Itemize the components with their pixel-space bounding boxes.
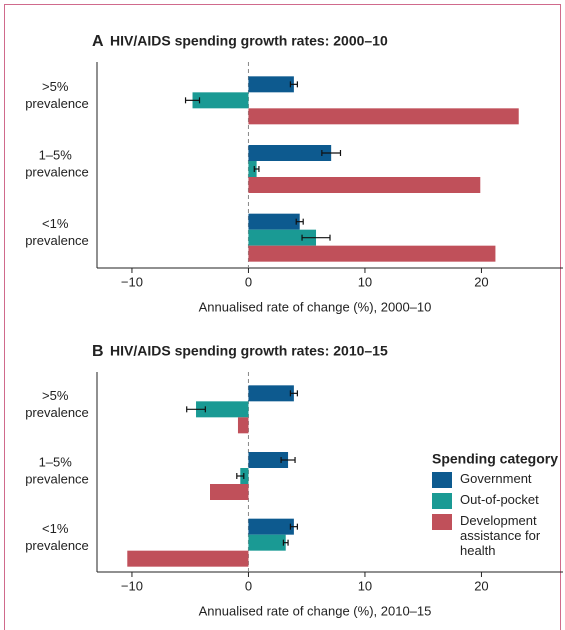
legend-label: Government — [460, 471, 532, 486]
error-bar — [295, 218, 304, 225]
bar — [127, 550, 249, 567]
legend-title: Spending category — [432, 451, 558, 467]
chart-title: HIV/AIDS spending growth rates: 2000–10 — [110, 33, 388, 49]
error-bar — [280, 457, 296, 463]
y-tick-label: <1% prevalence — [25, 217, 89, 249]
bar — [210, 484, 249, 500]
error-bar — [301, 234, 331, 241]
x-tick-label: 20 — [474, 274, 488, 289]
y-tick-label: 1–5% prevalence — [25, 148, 89, 180]
x-tick-label: 10 — [358, 578, 372, 593]
bar — [248, 518, 294, 535]
bar — [192, 92, 249, 109]
bar — [248, 145, 332, 161]
error-bar — [186, 406, 206, 413]
error-bar — [321, 150, 342, 156]
x-tick-label: −10 — [121, 578, 143, 593]
x-axis-label: Annualised rate of change (%), 2010–15 — [199, 603, 432, 618]
bar — [248, 177, 481, 193]
bar — [237, 417, 249, 434]
bar — [248, 385, 294, 402]
bar — [248, 229, 317, 246]
error-bar — [289, 523, 298, 530]
frame — [4, 4, 561, 630]
x-tick-label: 20 — [474, 578, 488, 593]
y-tick-label: <1% prevalence — [25, 522, 89, 554]
legend-swatch — [432, 493, 452, 509]
x-axis-label: Annualised rate of change (%), 2000–10 — [199, 299, 432, 314]
error-bar — [289, 390, 298, 397]
bar — [248, 452, 289, 468]
legend-label: Development assistance for health — [460, 513, 544, 558]
bar — [248, 213, 300, 230]
y-tick-label: 1–5% prevalence — [25, 455, 89, 487]
y-tick-label: >5% prevalence — [25, 388, 89, 420]
x-tick-label: 10 — [358, 274, 372, 289]
error-bar — [236, 473, 245, 479]
bar — [196, 401, 249, 418]
x-tick-label: 0 — [245, 274, 252, 289]
bar — [248, 108, 519, 125]
error-bar — [282, 539, 289, 546]
bar — [248, 534, 286, 551]
error-bar — [184, 97, 201, 104]
y-tick-label: >5% prevalence — [25, 79, 89, 111]
legend-swatch — [432, 514, 452, 530]
panel-label: B — [92, 343, 104, 360]
x-tick-label: 0 — [245, 578, 252, 593]
bar — [248, 76, 294, 93]
panel-label: A — [92, 33, 104, 50]
error-bar — [289, 81, 298, 88]
legend-label: Out-of-pocket — [460, 492, 539, 507]
error-bar — [253, 166, 260, 172]
x-tick-label: −10 — [121, 274, 143, 289]
bar — [248, 245, 496, 262]
legend-swatch — [432, 472, 452, 488]
bar — [248, 161, 257, 177]
chart-title: HIV/AIDS spending growth rates: 2010–15 — [110, 343, 388, 359]
